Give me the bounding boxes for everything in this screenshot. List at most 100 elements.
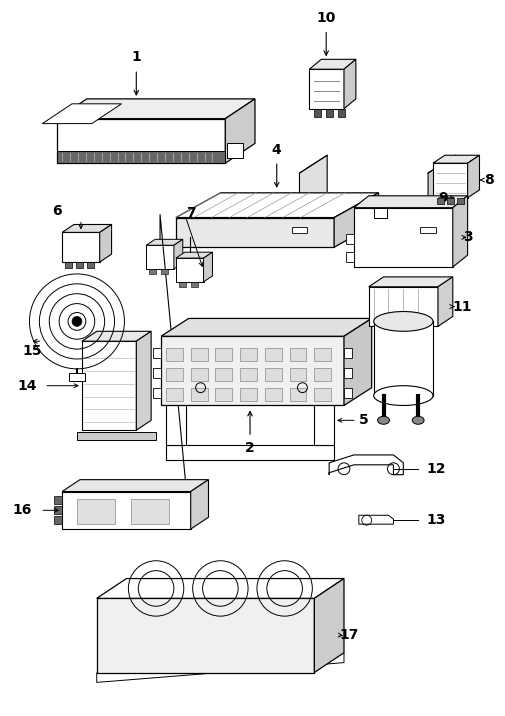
- Text: 10: 10: [316, 11, 335, 24]
- Polygon shape: [57, 151, 225, 163]
- Polygon shape: [215, 387, 232, 400]
- Text: 14: 14: [18, 379, 37, 392]
- Polygon shape: [62, 233, 99, 262]
- Polygon shape: [353, 195, 467, 208]
- Polygon shape: [373, 321, 432, 395]
- Polygon shape: [456, 198, 463, 204]
- Text: 15: 15: [23, 344, 42, 358]
- Polygon shape: [326, 109, 332, 117]
- Text: 16: 16: [13, 503, 32, 517]
- Polygon shape: [174, 239, 182, 269]
- Polygon shape: [314, 387, 330, 400]
- Text: 13: 13: [425, 513, 444, 527]
- Text: 6: 6: [52, 203, 62, 218]
- Polygon shape: [314, 348, 330, 361]
- Polygon shape: [215, 348, 232, 361]
- Polygon shape: [190, 348, 207, 361]
- Polygon shape: [183, 381, 210, 405]
- Polygon shape: [240, 348, 257, 361]
- Polygon shape: [153, 348, 161, 358]
- Polygon shape: [176, 252, 212, 258]
- Polygon shape: [329, 455, 402, 475]
- Polygon shape: [309, 59, 355, 69]
- Polygon shape: [309, 69, 343, 109]
- Polygon shape: [146, 239, 182, 246]
- Polygon shape: [299, 155, 327, 228]
- Polygon shape: [96, 579, 343, 599]
- Polygon shape: [240, 387, 257, 400]
- Polygon shape: [166, 400, 185, 445]
- Polygon shape: [291, 228, 307, 233]
- Polygon shape: [289, 348, 306, 361]
- Polygon shape: [289, 387, 306, 400]
- Polygon shape: [96, 599, 314, 672]
- Polygon shape: [437, 277, 452, 326]
- Polygon shape: [161, 337, 343, 405]
- Polygon shape: [240, 368, 257, 381]
- Polygon shape: [190, 387, 207, 400]
- Polygon shape: [54, 506, 62, 514]
- Text: 9: 9: [437, 190, 447, 205]
- Polygon shape: [299, 210, 455, 228]
- Polygon shape: [314, 368, 330, 381]
- Polygon shape: [76, 262, 83, 268]
- Polygon shape: [62, 491, 190, 529]
- Polygon shape: [166, 387, 182, 400]
- Polygon shape: [149, 269, 156, 274]
- Polygon shape: [343, 368, 351, 378]
- Polygon shape: [343, 319, 371, 405]
- Polygon shape: [289, 368, 306, 381]
- Polygon shape: [432, 155, 479, 163]
- Polygon shape: [87, 262, 93, 268]
- Polygon shape: [57, 119, 225, 163]
- Circle shape: [72, 316, 82, 326]
- Polygon shape: [54, 496, 62, 504]
- Polygon shape: [176, 193, 378, 218]
- Polygon shape: [432, 163, 467, 198]
- Polygon shape: [314, 400, 333, 445]
- Polygon shape: [131, 500, 169, 524]
- Text: 1: 1: [131, 50, 141, 64]
- Ellipse shape: [373, 311, 432, 332]
- Ellipse shape: [412, 416, 423, 425]
- Polygon shape: [294, 381, 312, 405]
- Polygon shape: [65, 262, 72, 268]
- Polygon shape: [166, 368, 182, 381]
- Polygon shape: [333, 193, 378, 247]
- Polygon shape: [42, 104, 121, 124]
- Polygon shape: [467, 155, 479, 198]
- Polygon shape: [343, 59, 355, 109]
- Polygon shape: [314, 579, 343, 672]
- Polygon shape: [345, 252, 353, 262]
- Polygon shape: [343, 348, 351, 358]
- Text: 8: 8: [483, 173, 493, 187]
- Polygon shape: [190, 282, 197, 287]
- Polygon shape: [225, 99, 255, 163]
- Polygon shape: [57, 99, 255, 119]
- Polygon shape: [314, 109, 321, 117]
- Polygon shape: [353, 208, 452, 267]
- Polygon shape: [161, 319, 371, 337]
- Polygon shape: [264, 387, 281, 400]
- Polygon shape: [358, 516, 393, 524]
- Polygon shape: [343, 387, 351, 397]
- Polygon shape: [190, 480, 208, 529]
- Polygon shape: [82, 332, 151, 342]
- Polygon shape: [146, 246, 174, 269]
- Text: 7: 7: [185, 205, 195, 220]
- Polygon shape: [446, 198, 453, 204]
- Text: 3: 3: [462, 231, 471, 244]
- Polygon shape: [54, 516, 62, 524]
- Polygon shape: [166, 445, 333, 460]
- Polygon shape: [337, 109, 344, 117]
- Text: 12: 12: [425, 462, 445, 475]
- Polygon shape: [176, 258, 203, 282]
- Polygon shape: [427, 155, 455, 228]
- Polygon shape: [153, 368, 161, 378]
- Polygon shape: [345, 234, 353, 244]
- Polygon shape: [373, 208, 386, 218]
- Text: 4: 4: [271, 143, 281, 158]
- Polygon shape: [62, 480, 208, 491]
- Polygon shape: [368, 287, 437, 326]
- Polygon shape: [77, 500, 114, 524]
